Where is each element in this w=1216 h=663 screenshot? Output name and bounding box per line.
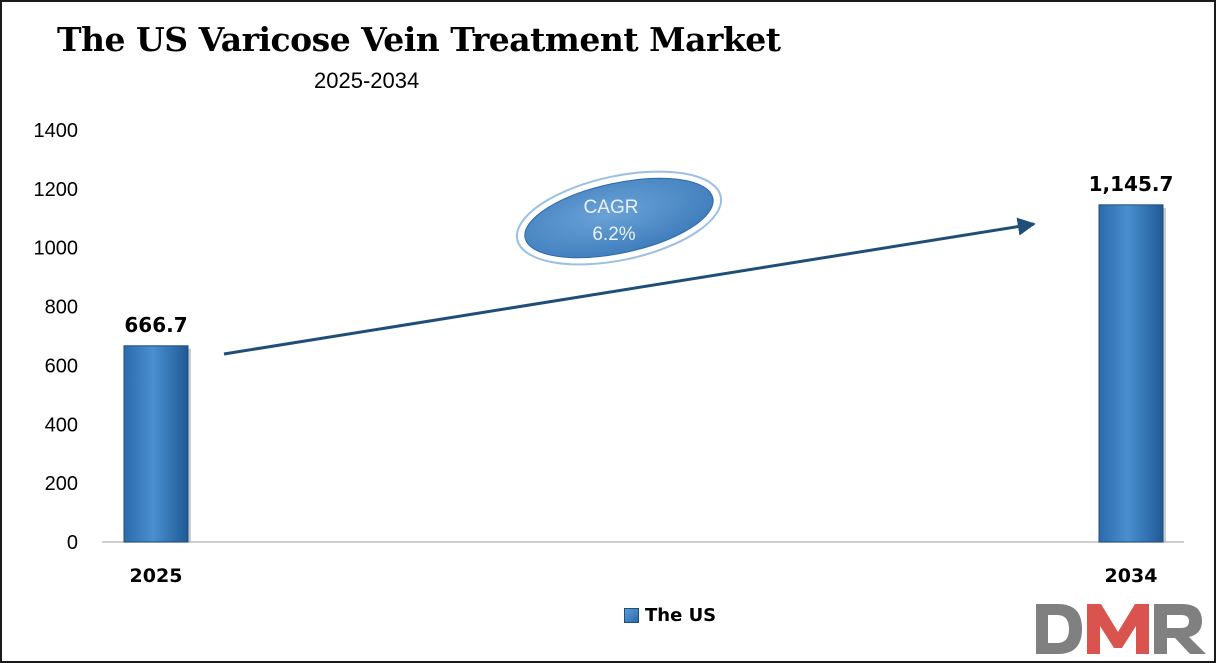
chart-subtitle: 2025-2034: [314, 68, 420, 93]
y-tick-label: 1000: [34, 238, 79, 260]
y-tick-label: 200: [45, 473, 78, 495]
cagr-badge: CAGR 6.2%: [515, 170, 723, 266]
y-tick-label: 800: [45, 297, 78, 319]
bar-2034: [1098, 204, 1164, 543]
bar-2025: [123, 345, 189, 543]
legend: The US: [624, 605, 716, 626]
y-tick-label: 600: [45, 355, 78, 377]
legend-label: The US: [645, 605, 717, 626]
x-tick-label: 2025: [130, 565, 183, 587]
chart-title: The US Varicose Vein Treatment Market: [57, 20, 781, 59]
y-tick-label: 1400: [34, 120, 79, 142]
cagr-value: 6.2%: [592, 224, 635, 245]
y-tick-label: 1200: [34, 179, 79, 201]
data-label: 1,145.7: [1089, 172, 1174, 196]
data-label: 666.7: [124, 313, 187, 337]
y-tick-label: 400: [45, 414, 78, 436]
legend-swatch: [624, 608, 639, 623]
dmr-logo: [1036, 604, 1206, 654]
cagr-label: CAGR: [584, 197, 639, 218]
x-tick-label: 2034: [1105, 565, 1158, 587]
growth-arrow: [223, 217, 1036, 356]
y-tick-label: 0: [67, 532, 78, 554]
